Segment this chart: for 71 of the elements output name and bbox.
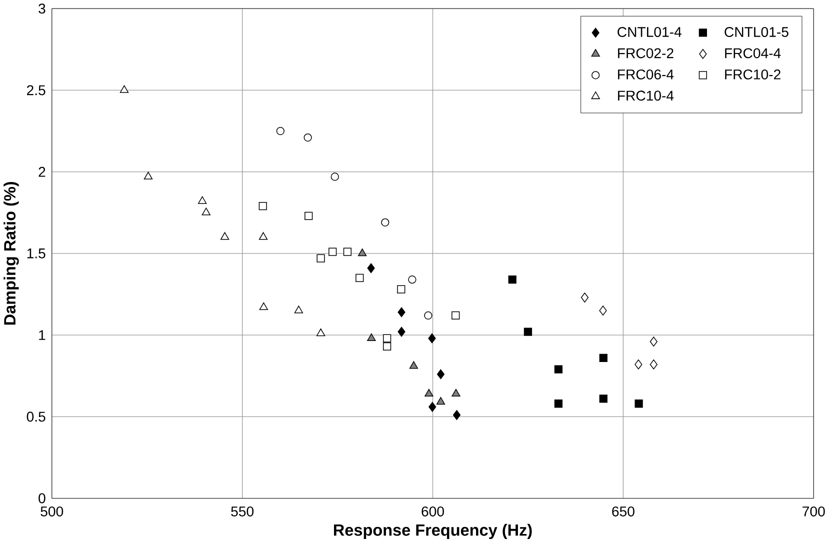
point xyxy=(304,212,313,220)
legend-label: FRC06-4 xyxy=(618,70,674,80)
point xyxy=(524,328,532,336)
x-tick-label: 600 xyxy=(422,506,444,517)
y-axis-title: Damping Ratio (%) xyxy=(4,182,19,325)
point xyxy=(258,232,268,240)
x-axis-title: Response Frequency (Hz) xyxy=(334,524,532,540)
point xyxy=(304,134,312,142)
y-tick-label: 1 xyxy=(39,330,46,340)
point xyxy=(634,360,642,370)
point xyxy=(452,410,461,420)
legend-label: CNTL01-5 xyxy=(724,27,788,38)
point xyxy=(328,248,337,256)
point xyxy=(409,361,418,369)
point xyxy=(408,276,416,284)
point xyxy=(398,307,406,318)
x-tick-label: 700 xyxy=(802,506,825,517)
point xyxy=(599,354,608,362)
point xyxy=(294,306,304,314)
point xyxy=(428,402,436,412)
point xyxy=(220,232,230,240)
point xyxy=(580,292,589,303)
point xyxy=(428,334,436,344)
legend-label: FRC10-2 xyxy=(725,70,780,80)
point xyxy=(259,302,268,310)
y-tick-label: 1.5 xyxy=(27,248,46,259)
point xyxy=(554,400,563,408)
point xyxy=(381,218,390,227)
point xyxy=(316,254,325,263)
point xyxy=(634,400,643,408)
y-tick-label: 0 xyxy=(38,493,46,504)
point xyxy=(452,312,460,320)
point xyxy=(358,248,367,256)
point xyxy=(554,365,563,374)
point xyxy=(398,327,406,337)
legend-label: CNTL01-4 xyxy=(618,27,682,38)
point xyxy=(316,328,326,336)
point xyxy=(650,360,658,370)
y-tick-label: 3 xyxy=(38,4,46,14)
point xyxy=(343,248,352,256)
x-tick-label: 650 xyxy=(612,506,634,517)
point xyxy=(397,285,406,294)
legend-label: FRC10-4 xyxy=(618,90,674,101)
legend-label: FRC02-2 xyxy=(618,48,674,58)
point xyxy=(508,276,516,284)
point xyxy=(367,334,376,342)
point xyxy=(198,196,207,204)
y-tick-label: 2.5 xyxy=(27,85,46,96)
point xyxy=(424,389,434,397)
x-tick-label: 500 xyxy=(40,506,64,517)
point xyxy=(330,172,339,181)
point xyxy=(424,312,432,320)
point xyxy=(436,397,446,405)
point xyxy=(382,334,392,343)
x-tick-label: 550 xyxy=(231,506,254,517)
point xyxy=(120,85,129,94)
point xyxy=(599,306,607,316)
legend-label: FRC04-4 xyxy=(725,48,781,58)
point xyxy=(367,263,375,274)
y-tick-label: 2 xyxy=(38,167,46,177)
point xyxy=(452,389,460,397)
point xyxy=(382,342,392,351)
point xyxy=(650,336,658,347)
point xyxy=(436,369,445,380)
point xyxy=(258,202,267,210)
point xyxy=(356,274,364,282)
point xyxy=(599,394,608,403)
point xyxy=(276,127,284,136)
y-tick-label: 0.5 xyxy=(26,412,46,422)
point xyxy=(202,208,210,216)
point xyxy=(144,172,153,180)
